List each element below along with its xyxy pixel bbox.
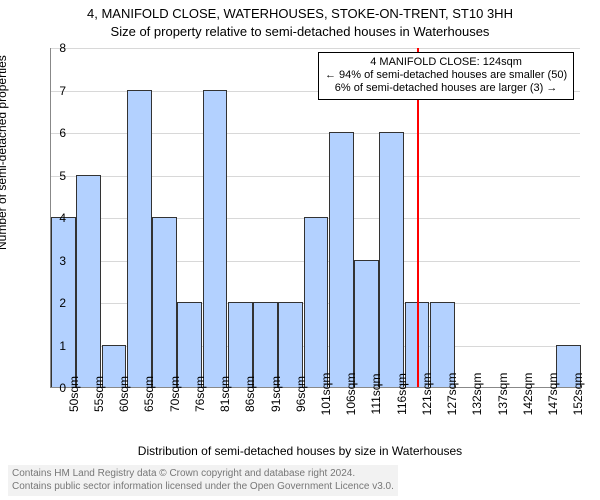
bar — [253, 302, 278, 387]
footer-line1: Contains HM Land Registry data © Crown c… — [12, 468, 394, 481]
x-tick-label: 81sqm — [218, 376, 232, 412]
x-tick-label: 50sqm — [67, 376, 81, 412]
x-tick-label: 76sqm — [193, 376, 207, 412]
y-tick-label: 6 — [50, 126, 66, 140]
bar — [127, 90, 152, 388]
x-tick-label: 55sqm — [92, 376, 106, 412]
y-tick-label: 7 — [50, 84, 66, 98]
plot-area: 4 MANIFOLD CLOSE: 124sqm ← 94% of semi-d… — [50, 48, 580, 388]
x-tick-label: 101sqm — [319, 373, 333, 416]
annotation-line2: ← 94% of semi-detached houses are smalle… — [325, 69, 567, 82]
footer-attribution: Contains HM Land Registry data © Crown c… — [8, 465, 398, 496]
bar — [177, 302, 202, 387]
annotation-line3: 6% of semi-detached houses are larger (3… — [325, 82, 567, 95]
y-tick-label: 1 — [50, 339, 66, 353]
x-tick-label: 132sqm — [470, 373, 484, 416]
y-tick-label: 2 — [50, 296, 66, 310]
bar — [76, 175, 101, 388]
bar — [152, 217, 177, 387]
y-tick-label: 5 — [50, 169, 66, 183]
chart-container: 4, MANIFOLD CLOSE, WATERHOUSES, STOKE-ON… — [0, 0, 600, 500]
y-tick-label: 4 — [50, 211, 66, 225]
x-tick-label: 116sqm — [395, 373, 409, 415]
x-tick-label: 137sqm — [496, 373, 510, 416]
bar — [228, 302, 253, 387]
x-tick-label: 147sqm — [546, 373, 560, 416]
y-axis-label: Number of semi-detached properties — [0, 55, 9, 250]
bar — [329, 132, 354, 387]
x-tick-label: 60sqm — [117, 376, 131, 412]
footer-line2: Contains public sector information licen… — [12, 481, 394, 494]
bar — [354, 260, 379, 388]
x-tick-label: 86sqm — [243, 376, 257, 412]
bar — [304, 217, 329, 387]
annotation-line1: 4 MANIFOLD CLOSE: 124sqm — [325, 56, 567, 69]
x-tick-label: 96sqm — [294, 376, 308, 412]
annotation-box: 4 MANIFOLD CLOSE: 124sqm ← 94% of semi-d… — [318, 52, 574, 100]
x-tick-label: 127sqm — [445, 373, 459, 416]
x-tick-label: 152sqm — [571, 373, 585, 416]
x-axis-label: Distribution of semi-detached houses by … — [0, 444, 600, 458]
x-tick-label: 142sqm — [521, 373, 535, 416]
x-tick-label: 65sqm — [142, 376, 156, 412]
x-tick-label: 91sqm — [269, 376, 283, 412]
x-tick-label: 106sqm — [344, 373, 358, 416]
x-tick-label: 111sqm — [369, 374, 383, 415]
chart-title-line2: Size of property relative to semi-detach… — [0, 24, 600, 39]
x-tick-label: 70sqm — [168, 376, 182, 412]
gridline — [51, 48, 580, 49]
chart-title-line1: 4, MANIFOLD CLOSE, WATERHOUSES, STOKE-ON… — [0, 6, 600, 21]
bar — [379, 132, 404, 387]
bar — [278, 302, 303, 387]
y-tick-label: 0 — [50, 381, 66, 395]
bar — [203, 90, 228, 388]
x-tick-label: 121sqm — [420, 373, 434, 416]
y-tick-label: 8 — [50, 41, 66, 55]
y-tick-label: 3 — [50, 254, 66, 268]
